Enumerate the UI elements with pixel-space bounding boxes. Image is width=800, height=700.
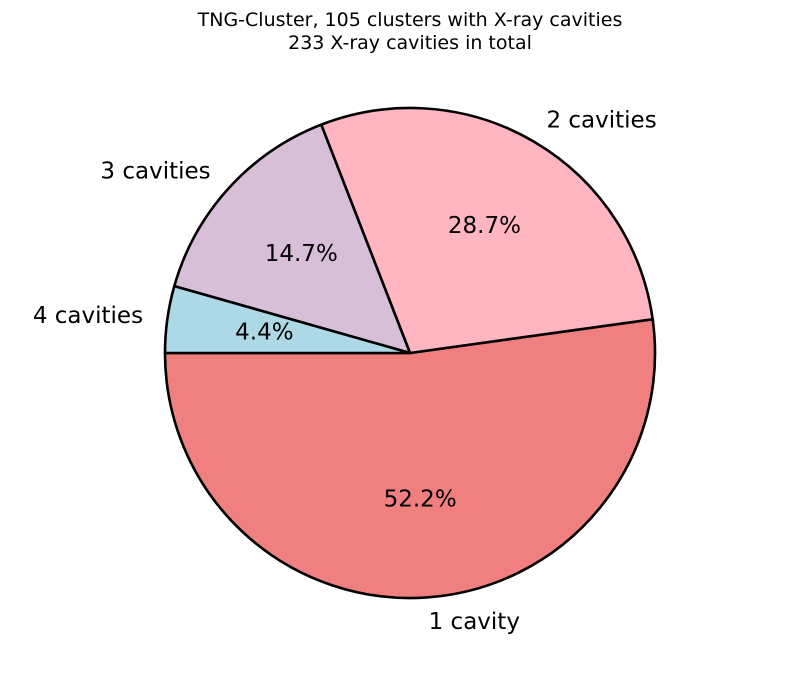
chart-title-line-2: 233 X-ray cavities in total: [288, 32, 532, 54]
pie-pct-label-3-cavities: 14.7%: [265, 241, 338, 267]
pie-slice-1-cavity: [163, 317, 657, 600]
pie-category-label-3-cavities: 3 cavities: [100, 159, 210, 185]
pie-slice-4-cavities: [163, 284, 412, 355]
pie-slices: [163, 106, 657, 600]
pie-category-label-2-cavities: 2 cavities: [546, 108, 656, 134]
pie-category-label-1-cavity: 1 cavity: [429, 609, 520, 635]
pie-slice-2-cavities: [319, 106, 654, 355]
pie-pct-label-1-cavity: 52.2%: [384, 487, 457, 513]
pie-pct-label-4-cavities: 4.4%: [235, 320, 293, 346]
pie-labels: 52.2% 1 cavity 28.7% 2 cavities 14.7% 3 cavit…: [33, 108, 657, 635]
pie-pct-label-2-cavities: 28.7%: [448, 213, 521, 239]
chart-title-line-1: TNG-Cluster, 105 clusters with X-ray cav…: [197, 9, 623, 31]
pie-slice-3-cavities: [173, 123, 412, 355]
pie-category-label-4-cavities: 4 cavities: [33, 303, 143, 329]
